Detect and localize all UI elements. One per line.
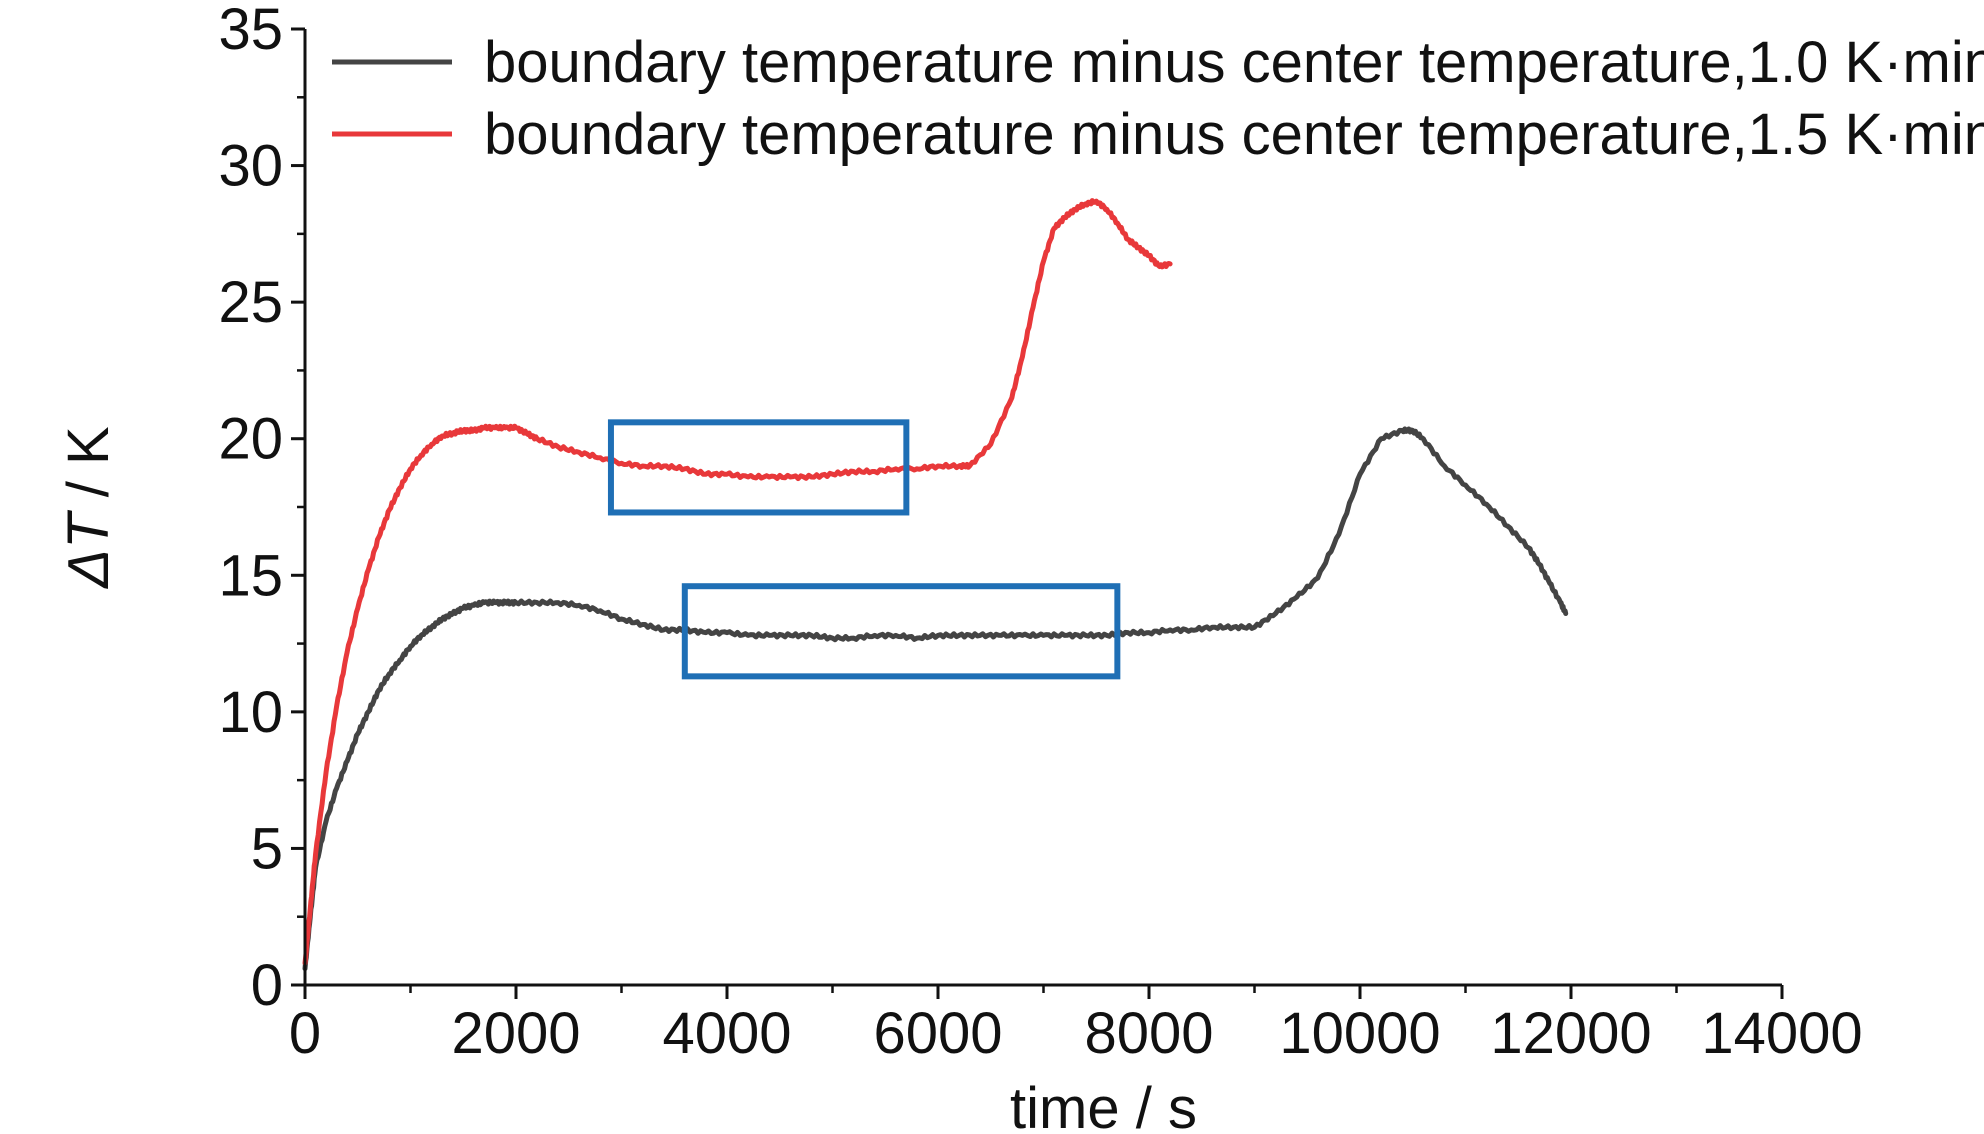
y-tick-label: 0 [251, 953, 283, 1018]
axes-layer: 0 2000 4000 6000 8000 10000 12000 14000 0 5 10 15 20… [218, 0, 1862, 1066]
legend-label-main: boundary temperature minus center temper… [484, 30, 1984, 95]
series-line-2 [302, 198, 1173, 966]
y-axis-title-unit: / K [56, 426, 121, 513]
x-tick-label: 14000 [1701, 1001, 1862, 1066]
series-layer [302, 198, 1569, 972]
x-tick-label: 10000 [1279, 1001, 1440, 1066]
y-tick-label: 15 [218, 543, 283, 608]
y-tick-label: 5 [251, 816, 283, 881]
x-tick-label: 6000 [873, 1001, 1002, 1066]
y-axis-title-symbol: ΔT [56, 510, 121, 590]
legend: boundary temperature minus center temper… [332, 24, 1984, 167]
y-tick-label: 35 [218, 0, 283, 62]
y-tick-label: 30 [218, 134, 283, 199]
x-tick-label: 0 [289, 1001, 321, 1066]
x-tick-label: 8000 [1084, 1001, 1213, 1066]
highlight-box-1 [607, 419, 910, 516]
x-tick-label: 12000 [1490, 1001, 1651, 1066]
y-tick-label: 20 [218, 407, 283, 472]
series-line-1 [302, 426, 1569, 972]
highlight-box-2 [681, 583, 1121, 680]
x-tick-label: 4000 [662, 1001, 791, 1066]
legend-label-main: boundary temperature minus center temper… [484, 102, 1984, 167]
y-tick-label: 25 [218, 270, 283, 335]
x-tick-label: 2000 [451, 1001, 580, 1066]
annotation-layer [607, 419, 1121, 680]
y-tick-label: 10 [218, 680, 283, 745]
legend-label-2: boundary temperature minus center temper… [484, 96, 1984, 167]
y-axis-title: ΔT / K [56, 426, 121, 590]
legend-label-1: boundary temperature minus center temper… [484, 24, 1984, 95]
x-axis-title: time / s [1010, 1076, 1197, 1134]
